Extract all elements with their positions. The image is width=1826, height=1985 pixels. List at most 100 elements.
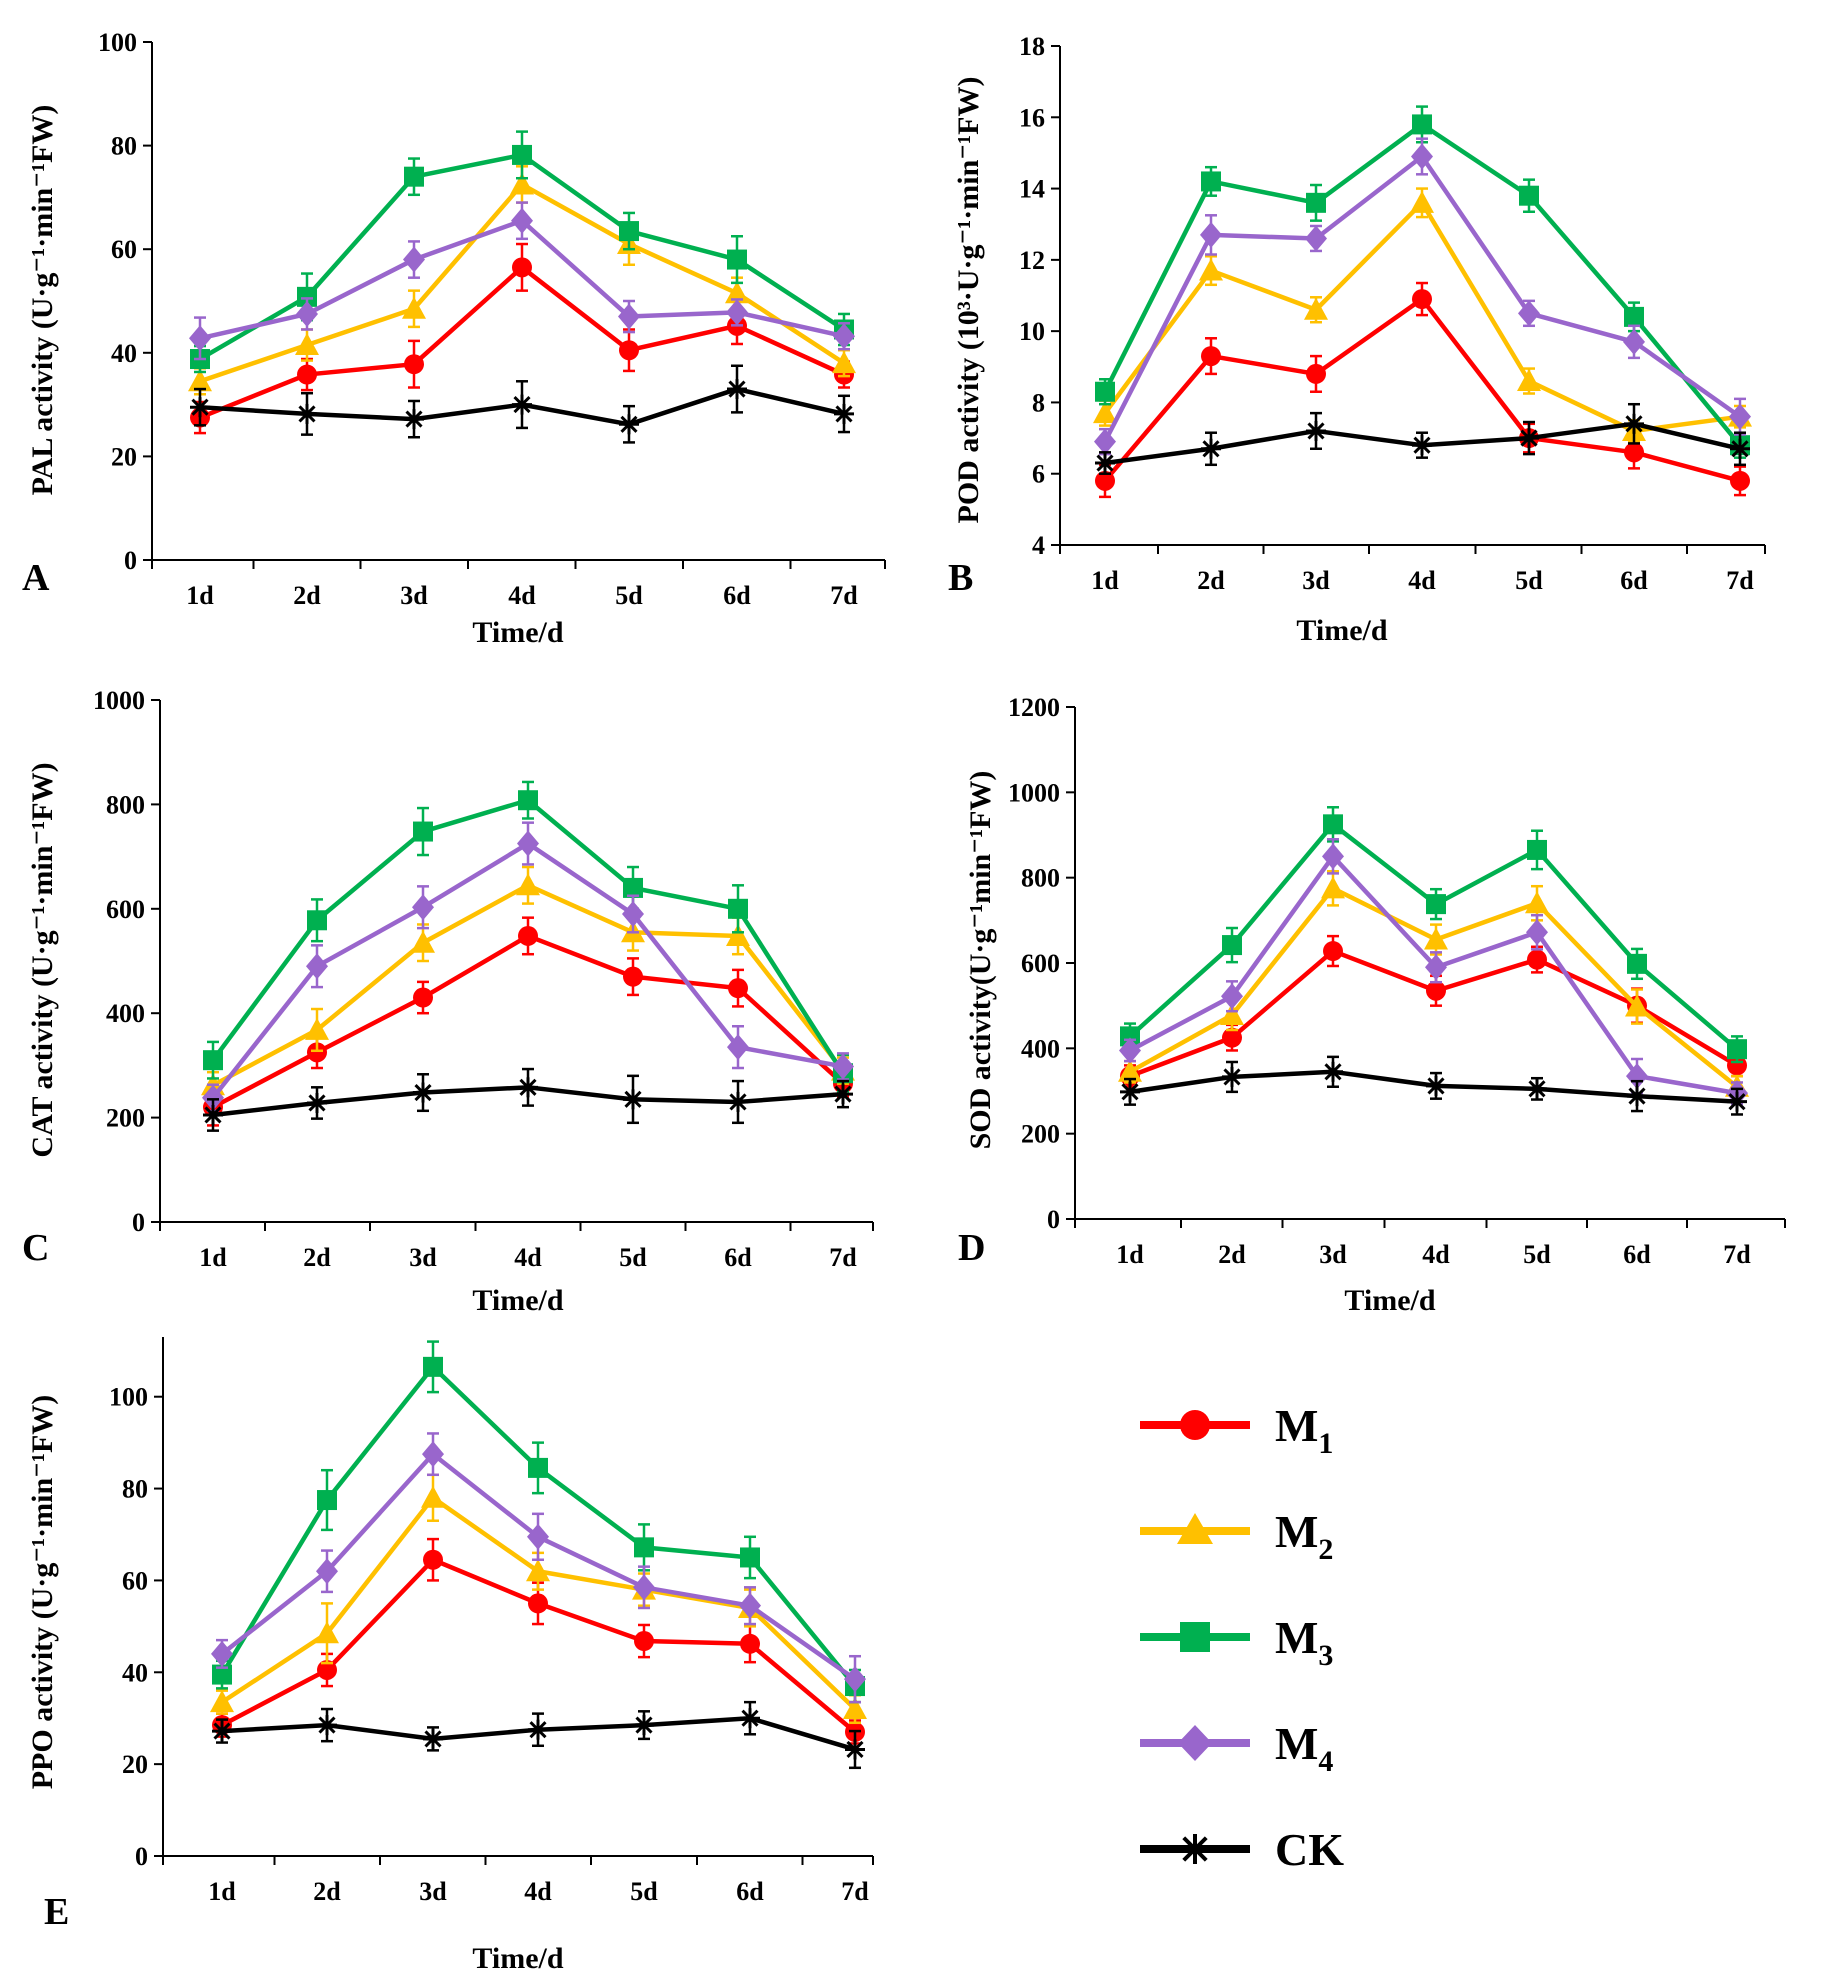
y-axis-title: PAL activity (U·g⁻¹·min⁻¹FW) bbox=[26, 105, 59, 496]
data-point bbox=[833, 323, 855, 350]
data-point bbox=[1201, 438, 1221, 459]
x-tick-label: 3d bbox=[400, 581, 428, 610]
data-point bbox=[1412, 435, 1432, 456]
data-point bbox=[618, 303, 640, 330]
legend-label-main: CK bbox=[1275, 1824, 1344, 1875]
data-point bbox=[728, 978, 748, 999]
data-point bbox=[1426, 980, 1446, 1001]
data-point bbox=[307, 910, 327, 931]
y-tick-label: 0 bbox=[124, 546, 137, 575]
y-tick-label: 18 bbox=[1019, 32, 1045, 61]
data-point bbox=[510, 172, 534, 195]
data-point bbox=[1627, 1086, 1647, 1107]
y-tick-label: 60 bbox=[111, 235, 137, 264]
data-point bbox=[421, 1485, 445, 1508]
data-point bbox=[1095, 470, 1115, 491]
x-tick-label: 3d bbox=[419, 1877, 447, 1906]
data-point bbox=[1323, 1061, 1343, 1082]
y-tick-label: 1000 bbox=[1008, 778, 1060, 807]
data-point bbox=[1727, 1091, 1747, 1112]
data-point bbox=[528, 1593, 548, 1614]
y-tick-label: 100 bbox=[98, 28, 137, 57]
data-point bbox=[1222, 1066, 1242, 1087]
data-point bbox=[727, 379, 747, 400]
data-point bbox=[1526, 919, 1548, 946]
chart-panel-e: 0 20 40 60 80 100 1d 2d 3d 4d 5d 6d 7d Time/d PPO acti… bbox=[26, 1337, 874, 1975]
data-point bbox=[726, 299, 748, 326]
data-point bbox=[211, 1640, 233, 1667]
chart-panel-d: 0 200 400 600 800 1000 1200 1d 2d 3d 4d 5d 6d 7d Time/… bbox=[958, 693, 1786, 1317]
data-point bbox=[1095, 381, 1115, 402]
data-point bbox=[307, 1092, 327, 1113]
y-axis-title: CAT activity (U·g⁻¹·min⁻¹FW) bbox=[26, 762, 59, 1157]
data-point bbox=[297, 403, 317, 424]
legend-label-main: M bbox=[1275, 1400, 1318, 1451]
x-tick-label: 2d bbox=[1218, 1240, 1246, 1269]
data-point bbox=[317, 1490, 337, 1511]
panel-letter: A bbox=[22, 557, 50, 599]
data-point bbox=[725, 281, 749, 304]
y-tick-label: 600 bbox=[1021, 949, 1060, 978]
data-point bbox=[740, 1547, 760, 1568]
x-tick-label: 2d bbox=[293, 581, 321, 610]
data-point bbox=[1120, 1081, 1140, 1102]
data-point bbox=[1221, 983, 1243, 1010]
data-point bbox=[1424, 927, 1448, 950]
chart-panel-a: 0 20 40 60 80 100 1d 2d 3d 4d 5d 6d 7d Time/d PAL acti… bbox=[22, 28, 886, 649]
legend-label-main: M bbox=[1275, 1612, 1318, 1663]
data-point bbox=[528, 1719, 548, 1740]
data-point bbox=[403, 246, 425, 273]
data-point bbox=[1518, 300, 1540, 327]
data-point bbox=[517, 830, 539, 857]
x-tick-label: 7d bbox=[841, 1877, 869, 1906]
data-point bbox=[412, 894, 434, 921]
y-axis-title: PPO activity (U·g⁻¹·min⁻¹FW) bbox=[26, 1395, 59, 1790]
data-point bbox=[423, 1549, 443, 1570]
data-point bbox=[1626, 1063, 1648, 1090]
data-point bbox=[832, 351, 856, 374]
y-tick-label: 20 bbox=[111, 442, 137, 471]
data-point bbox=[844, 1666, 866, 1693]
x-tick-label: 3d bbox=[1302, 566, 1330, 595]
data-point bbox=[518, 1077, 538, 1098]
data-point bbox=[1412, 114, 1432, 135]
data-point bbox=[1306, 363, 1326, 384]
data-point bbox=[512, 394, 532, 415]
series-line-m2 bbox=[1103, 200, 1741, 434]
panel-letter: B bbox=[948, 557, 973, 599]
legend-label-main: M bbox=[1275, 1718, 1318, 1769]
data-point bbox=[210, 1690, 234, 1713]
data-point bbox=[1729, 403, 1751, 430]
y-axis-title: SOD activity(U·g⁻¹min⁻¹FW) bbox=[964, 771, 997, 1150]
data-point bbox=[528, 1457, 548, 1478]
legend-label: M3 bbox=[1275, 1612, 1333, 1672]
data-point bbox=[422, 1441, 444, 1468]
y-tick-label: 800 bbox=[106, 790, 145, 819]
data-point bbox=[518, 790, 538, 811]
y-tick-label: 14 bbox=[1019, 175, 1045, 204]
series-m3 bbox=[1120, 806, 1747, 1064]
panel-letter: E bbox=[44, 1891, 69, 1933]
legend-marker bbox=[1177, 1513, 1213, 1544]
x-tick-label: 3d bbox=[1319, 1240, 1347, 1269]
data-point bbox=[1093, 401, 1117, 424]
data-point bbox=[1411, 143, 1433, 170]
data-point bbox=[726, 923, 750, 946]
series-ck bbox=[203, 1067, 853, 1132]
data-point bbox=[633, 1574, 655, 1601]
data-point bbox=[634, 1715, 654, 1736]
y-tick-label: 10 bbox=[1019, 317, 1045, 346]
legend-item-m4: M4 bbox=[1140, 1718, 1333, 1778]
data-point bbox=[411, 930, 435, 953]
data-point bbox=[307, 1042, 327, 1063]
data-point bbox=[511, 207, 533, 234]
y-tick-label: 20 bbox=[122, 1750, 148, 1779]
y-tick-label: 40 bbox=[111, 339, 137, 368]
data-point bbox=[404, 409, 424, 430]
x-tick-label: 2d bbox=[313, 1877, 341, 1906]
x-tick-label: 7d bbox=[829, 1243, 857, 1272]
x-axis-title: Time/d bbox=[472, 1284, 563, 1317]
x-tick-label: 7d bbox=[830, 581, 858, 610]
x-tick-label: 6d bbox=[724, 1243, 752, 1272]
x-tick-label: 1d bbox=[186, 581, 214, 610]
